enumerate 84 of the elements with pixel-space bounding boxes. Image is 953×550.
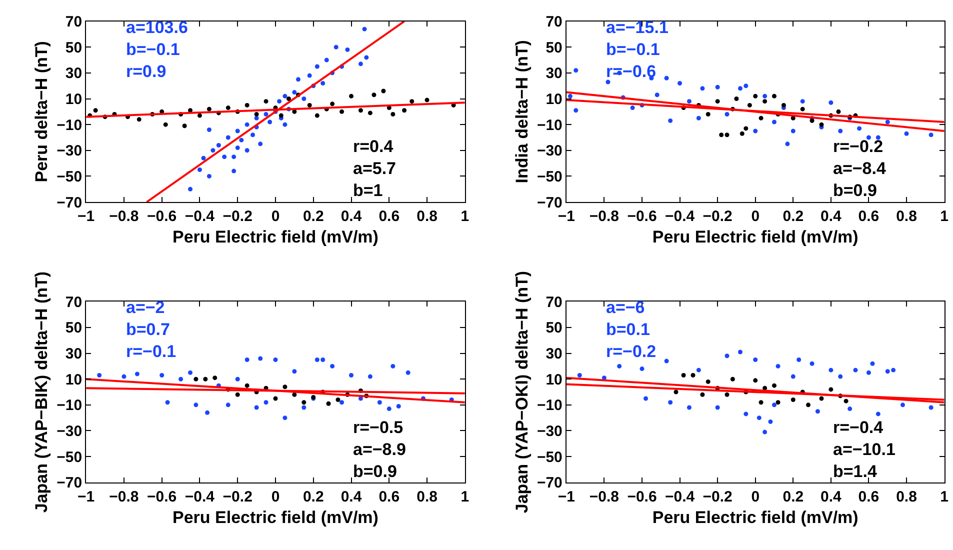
- y-tick-label: 70: [65, 294, 82, 311]
- x-tick-label: 0.8: [416, 208, 438, 226]
- x-tick-label: 0.4: [340, 208, 362, 226]
- x-axis-title: Peru Electric field (mV/m): [652, 508, 858, 527]
- x-tick-label: −0.6: [627, 208, 657, 226]
- y-axis-title: Japan (YAP−OKI) delta−H (nT): [512, 270, 532, 514]
- x-tick-label: −0.8: [109, 208, 139, 226]
- y-tick-label: 50: [65, 39, 82, 56]
- y-tick-label: −50: [56, 448, 82, 466]
- y-tick-label: 30: [65, 346, 82, 363]
- x-tick-label: −0.2: [222, 488, 252, 506]
- x-tick-label: 0.8: [896, 488, 917, 506]
- x-tick-label: −0.4: [664, 208, 696, 226]
- y-tick-label: 50: [546, 320, 562, 337]
- y-tick-label: 70: [546, 14, 562, 31]
- x-tick-label: 0.6: [858, 488, 880, 506]
- x-tick-label: −0.4: [184, 488, 216, 506]
- x-tick-label: −0.4: [664, 488, 696, 506]
- y-tick-label: 10: [546, 91, 562, 108]
- x-axis-title: Peru Electric field (mV/m): [172, 227, 378, 246]
- x-tick-label: 0.6: [378, 208, 400, 226]
- annotation: r=−0.4 a=−10.1 b=1.4: [833, 418, 896, 482]
- x-tick-label: −0.6: [147, 208, 177, 226]
- y-tick-label: 70: [546, 294, 562, 311]
- x-tick-label: 0.6: [858, 208, 880, 226]
- y-tick-label: −50: [536, 448, 562, 466]
- x-tick-label: 0.6: [378, 488, 400, 506]
- x-tick-label: 0.4: [340, 488, 362, 506]
- x-tick-label: −0.4: [184, 208, 216, 226]
- y-tick-label: −50: [56, 168, 82, 186]
- y-tick-label: −50: [536, 168, 562, 186]
- x-tick-label: 1: [940, 208, 948, 226]
- x-tick-label: 0.2: [782, 488, 804, 506]
- x-tick-label: 0.2: [302, 208, 324, 226]
- annotation: r=−0.2 a=−8.4 b=0.9: [833, 137, 886, 200]
- annotation: a=−15.1 b=−0.1 r=−0.6: [606, 18, 668, 82]
- y-tick-label: −30: [56, 422, 82, 440]
- y-tick-label: 50: [546, 39, 562, 56]
- x-tick-label: −0.8: [589, 208, 620, 226]
- x-tick-label: 0.8: [896, 208, 917, 226]
- x-tick-label: 1: [460, 488, 470, 506]
- y-tick-label: −10: [56, 116, 82, 134]
- x-tick-label: 1: [460, 208, 470, 226]
- y-tick-label: −30: [56, 142, 82, 160]
- y-tick-label: −10: [536, 116, 562, 134]
- x-tick-label: 0.4: [820, 208, 842, 226]
- x-tick-label: 0.2: [782, 208, 804, 226]
- y-tick-label: −10: [56, 397, 82, 414]
- annotation: a=103.6 b=−0.1 r=0.9: [126, 18, 188, 82]
- x-tick-label: −0.2: [702, 208, 732, 226]
- x-tick-label: 0.8: [416, 488, 438, 506]
- annotation: r=−0.5 a=−8.9 b=0.9: [353, 418, 406, 482]
- y-axis-title: Japan (YAP−BIK) delta−H (nT): [32, 271, 52, 513]
- y-tick-label: 30: [546, 65, 562, 82]
- y-tick-label: 70: [65, 14, 82, 31]
- y-tick-label: 10: [65, 371, 82, 388]
- x-tick-label: −0.8: [589, 488, 620, 506]
- x-tick-label: 1: [940, 488, 948, 506]
- x-tick-label: 0: [751, 488, 760, 506]
- y-tick-label: −30: [536, 422, 562, 440]
- x-axis-title: Peru Electric field (mV/m): [172, 508, 378, 527]
- x-tick-label: 0: [751, 208, 760, 226]
- y-tick-label: 10: [546, 371, 562, 388]
- y-axis-title: Peru delta−H (nT): [32, 41, 52, 182]
- x-tick-label: −0.2: [222, 208, 252, 226]
- x-tick-label: −0.8: [109, 488, 139, 506]
- annotation: r=0.4 a=5.7 b=1: [353, 137, 396, 200]
- x-tick-label: 0.2: [302, 488, 324, 506]
- x-tick-label: −0.6: [147, 488, 177, 506]
- annotation: a=−6 b=0.1 r=−0.2: [606, 298, 656, 362]
- y-axis-title: India delta−H (nT): [512, 40, 532, 184]
- y-tick-label: 30: [65, 65, 82, 82]
- x-tick-label: 0: [271, 208, 280, 226]
- y-tick-label: 50: [65, 320, 82, 337]
- y-tick-label: −30: [536, 142, 562, 160]
- y-tick-label: 10: [65, 91, 82, 108]
- x-tick-label: −0.2: [702, 488, 732, 506]
- y-tick-label: −10: [536, 397, 562, 414]
- x-axis-title: Peru Electric field (mV/m): [652, 227, 858, 246]
- x-tick-label: −0.6: [627, 488, 657, 506]
- annotation: a=−2 b=0.7 r=−0.1: [126, 298, 176, 362]
- y-tick-label: 30: [546, 346, 562, 363]
- x-tick-label: 0: [271, 488, 280, 506]
- x-tick-label: 0.4: [820, 488, 842, 506]
